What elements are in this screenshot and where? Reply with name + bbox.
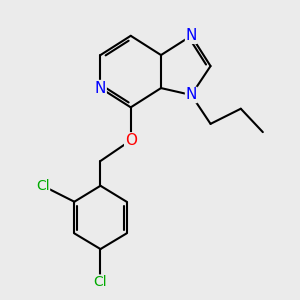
Text: O: O: [125, 133, 137, 148]
Text: N: N: [95, 81, 106, 96]
Text: Cl: Cl: [36, 179, 50, 193]
Text: N: N: [186, 28, 197, 43]
Text: Cl: Cl: [94, 275, 107, 289]
Text: N: N: [186, 88, 197, 103]
